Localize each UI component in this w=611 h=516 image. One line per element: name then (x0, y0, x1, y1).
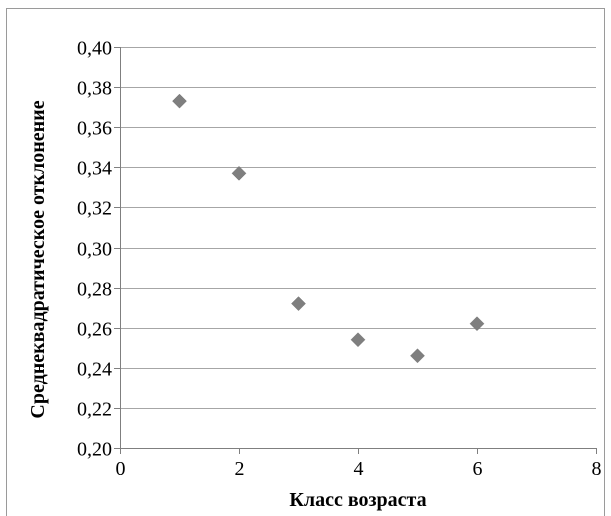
x-tick-labels: 0 2 4 6 8 (116, 458, 602, 480)
axes (114, 47, 597, 454)
data-point (291, 296, 306, 311)
data-point (231, 165, 247, 181)
data-point (350, 332, 366, 348)
chart-frame (6, 8, 605, 516)
y-tick-label: 0,32 (77, 198, 112, 220)
y-tick-labels: 0,20 0,22 0,24 0,26 0,28 0,30 0,32 0,34 0,36 0,38… (77, 38, 112, 461)
x-tick-label: 4 (354, 458, 364, 480)
data-points (172, 93, 485, 364)
y-tick-label: 0,22 (77, 399, 112, 421)
y-tick-label: 0,26 (77, 319, 112, 341)
y-tick-label: 0,36 (77, 118, 112, 140)
data-point (172, 93, 187, 109)
y-tick-label: 0,28 (77, 279, 112, 301)
x-tick-label: 8 (592, 458, 602, 480)
data-point (410, 348, 425, 364)
grid-lines (120, 47, 596, 409)
y-tick-label: 0,30 (77, 239, 112, 261)
data-point (469, 316, 485, 332)
y-tick-label: 0,34 (77, 158, 112, 180)
y-tick-label: 0,24 (77, 359, 112, 381)
x-tick-label: 2 (235, 458, 245, 480)
y-tick-label: 0,38 (77, 78, 112, 100)
x-tick-label: 0 (116, 458, 126, 480)
x-axis-title: Класс возраста (289, 489, 426, 511)
y-tick-label: 0,40 (77, 38, 112, 60)
x-tick-label: 6 (473, 458, 483, 480)
y-axis-title: Среднеквадратическое отклонение (27, 100, 49, 418)
y-tick-label: 0,20 (77, 439, 112, 461)
